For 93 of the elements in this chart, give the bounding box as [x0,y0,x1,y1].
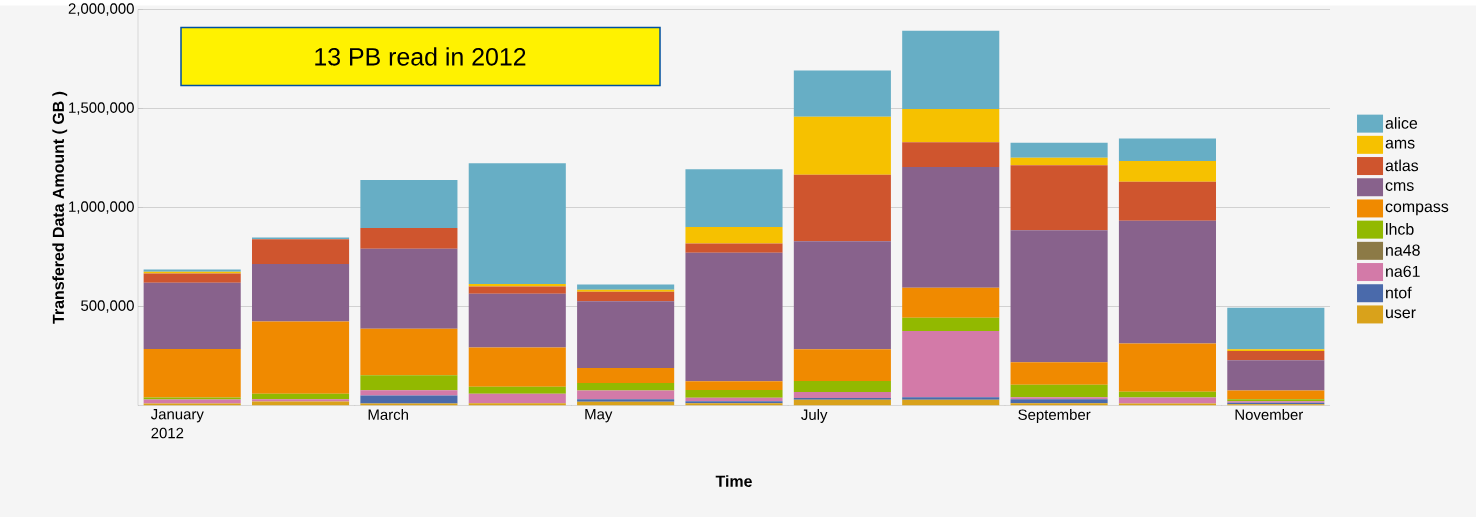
bar [1118,138,1216,161]
bar [1010,142,1108,158]
bar [360,390,458,396]
bar [1118,391,1216,398]
bar [1010,230,1108,363]
bar [685,252,783,381]
legend-label: atlas [1385,159,1419,171]
bar [577,390,675,400]
bar [1010,399,1108,404]
bar [793,241,891,350]
bar [468,386,566,394]
y-tick-label: 1,000,000 [69,201,134,214]
bar [902,108,1000,142]
legend-label: ntof [1386,286,1412,299]
bar [1118,220,1216,344]
bar [577,284,675,290]
bar [1227,350,1325,361]
bar [360,328,458,375]
bar [143,348,241,398]
bar [793,349,891,381]
bar [1118,160,1216,182]
bar [577,399,675,402]
legend-label: na48 [1386,244,1420,256]
bar [902,397,1000,400]
bar [1010,403,1108,406]
bar [1227,360,1325,391]
bar [468,347,566,387]
bar [252,263,350,322]
legend-label: ams [1385,139,1415,149]
x-tick-label: July [801,408,828,423]
x-tick-label: March [368,408,408,420]
bar [902,166,1000,288]
x-tick-label: November [1235,408,1303,420]
bar [252,398,350,402]
bar [1010,362,1108,385]
bar [902,317,1000,331]
legend-label: compass [1385,203,1449,216]
legend-label: cms [1385,181,1414,191]
x-tick-label: May [585,408,613,423]
bar [468,286,566,294]
legend-label: lhcb [1386,222,1414,235]
bar [902,287,1000,318]
legend-label: user [1386,309,1416,318]
bar [577,291,675,302]
bar [252,321,350,394]
bar [685,169,783,227]
bar [902,30,1000,109]
bar [1118,181,1216,221]
bar [793,70,891,117]
bar [468,293,566,348]
bar [577,301,675,368]
bar [252,393,350,399]
bar [360,248,458,329]
x-tick-label: January 2012 [150,408,204,439]
bar [1118,397,1216,404]
x-axis-title: Time [715,474,752,487]
bar [685,226,783,244]
bar [143,273,241,283]
bar [360,227,458,249]
y-tick-label: 2,000,000 [68,3,134,16]
legend-label: na61 [1386,265,1420,277]
bar [793,380,891,392]
y-tick-label: 1,500,000 [69,102,134,115]
bar [902,141,1000,167]
bar [468,403,566,406]
bar [685,389,783,398]
bar [1010,384,1108,398]
bar [360,395,458,404]
bar [468,163,566,284]
bar [793,116,891,175]
annotation: 13 PB read in 2012 [315,47,526,66]
bar [360,374,458,390]
bar [143,282,241,349]
y-tick-label: 500,000 [81,300,134,313]
y-axis-title: Transfered Data Amount ( GB ) [52,91,68,324]
bar [252,238,350,264]
bar [360,179,458,228]
bar [902,330,1000,398]
bar [793,174,891,242]
bar [468,393,566,404]
bar [1118,343,1216,392]
bar [1227,307,1325,350]
bar [143,399,241,404]
bar [1227,390,1325,400]
bar [577,367,675,383]
legend-label: alice [1385,116,1418,129]
x-tick-label: September [1018,408,1091,423]
bar [1010,157,1108,166]
bar [685,243,783,253]
bar [685,380,783,390]
bar [1010,165,1108,231]
bar [793,391,891,398]
bar [577,382,675,391]
